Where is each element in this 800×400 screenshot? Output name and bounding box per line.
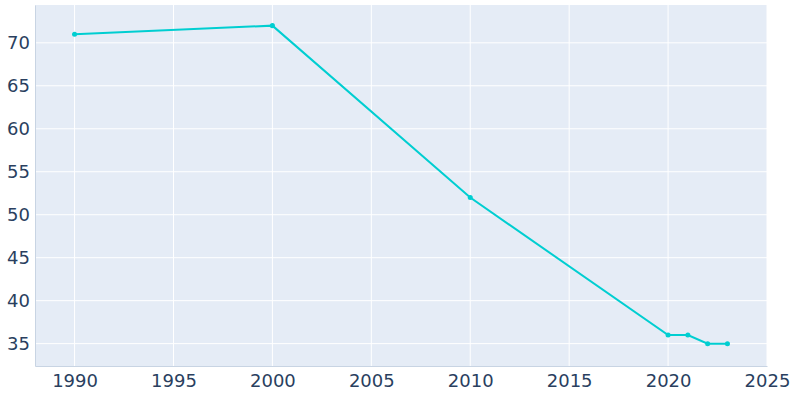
tick-label: 50 [7, 204, 30, 225]
tick-label: 35 [7, 333, 30, 354]
x-grid-line [470, 5, 471, 366]
line [75, 26, 728, 344]
marker [666, 333, 671, 338]
x-grid-line [272, 5, 273, 366]
tick-label: 45 [7, 247, 30, 268]
series [72, 23, 730, 346]
marker [468, 195, 473, 200]
tick-label: 1995 [151, 370, 197, 391]
chart: 1990 1995 2000 2005 2010 2015 2020 2025 35 40 45 50… [0, 0, 800, 400]
x-axis: 1990 1995 2000 2005 2010 2015 2020 2025 [36, 366, 791, 391]
plot: 1990 1995 2000 2005 2010 2015 2020 2025 35 40 45 50… [7, 5, 790, 391]
x-grid-line [371, 5, 372, 366]
x-grid-line [173, 5, 174, 366]
tick: 65 [7, 75, 35, 96]
tick: 2010 [448, 366, 494, 391]
axis-line [35, 6, 36, 367]
marker [705, 341, 710, 346]
marker [725, 341, 730, 346]
tick: 1995 [151, 366, 197, 391]
tick: 70 [7, 32, 35, 53]
tick: 1990 [52, 366, 98, 391]
y-grid-line [35, 343, 767, 344]
tick-label: 65 [7, 75, 30, 96]
tick: 2000 [250, 366, 296, 391]
y-grid-line [35, 171, 767, 172]
tick-label: 2010 [448, 370, 494, 391]
tick: 2015 [547, 366, 593, 391]
tick: 60 [7, 118, 35, 139]
x-grid-line [569, 5, 570, 366]
y-axis: 35 40 45 50 55 60 65 70 [7, 6, 35, 367]
tick: 55 [7, 161, 35, 182]
tick: 45 [7, 247, 35, 268]
grid [35, 5, 767, 366]
tick-label: 2015 [547, 370, 593, 391]
tick-label: 1990 [52, 370, 98, 391]
x-grid-line [74, 5, 75, 366]
tick: 35 [7, 333, 35, 354]
marker [685, 333, 690, 338]
marker [72, 32, 77, 37]
tick-label: 2005 [349, 370, 395, 391]
tick: 2005 [349, 366, 395, 391]
x-grid-line [668, 5, 669, 366]
y-grid-line [35, 42, 767, 43]
y-grid-line [35, 257, 767, 258]
tick-label: 2025 [745, 370, 791, 391]
tick-label: 60 [7, 118, 30, 139]
y-grid-line [35, 300, 767, 301]
y-grid-line [35, 214, 767, 215]
plot-background [35, 5, 767, 366]
tick-label: 55 [7, 161, 30, 182]
tick: 2025 [745, 366, 791, 391]
tick: 50 [7, 204, 35, 225]
tick-label: 40 [7, 290, 30, 311]
tick-label: 70 [7, 32, 30, 53]
tick: 40 [7, 290, 35, 311]
y-grid-line [35, 85, 767, 86]
marker [270, 23, 275, 28]
tick-label: 2020 [646, 370, 692, 391]
y-grid-line [35, 128, 767, 129]
x-grid-line [767, 5, 768, 366]
tick: 2020 [646, 366, 692, 391]
tick-label: 2000 [250, 370, 296, 391]
axis-line [36, 366, 768, 367]
